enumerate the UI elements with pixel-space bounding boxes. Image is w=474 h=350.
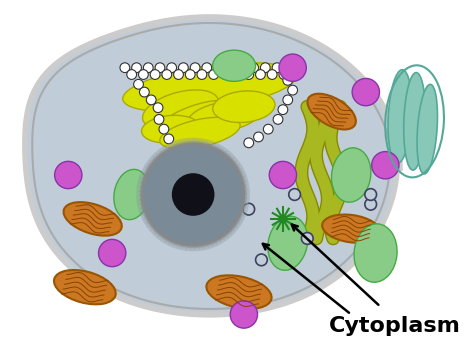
Ellipse shape: [142, 115, 200, 143]
Circle shape: [163, 194, 174, 205]
Circle shape: [139, 87, 149, 97]
Ellipse shape: [123, 63, 297, 112]
Circle shape: [127, 70, 137, 79]
Ellipse shape: [143, 90, 219, 130]
Ellipse shape: [213, 50, 255, 81]
Circle shape: [120, 63, 130, 72]
Circle shape: [283, 95, 292, 105]
Circle shape: [179, 63, 188, 72]
Circle shape: [154, 114, 164, 124]
Circle shape: [279, 54, 306, 81]
Circle shape: [225, 63, 235, 72]
Circle shape: [144, 63, 153, 72]
Ellipse shape: [308, 94, 356, 130]
Circle shape: [352, 78, 380, 106]
Circle shape: [155, 63, 165, 72]
Circle shape: [284, 63, 293, 72]
Circle shape: [153, 162, 165, 174]
Circle shape: [55, 161, 82, 189]
Circle shape: [142, 144, 244, 245]
Ellipse shape: [206, 275, 272, 309]
Circle shape: [232, 70, 242, 79]
Circle shape: [167, 63, 176, 72]
Polygon shape: [25, 17, 400, 315]
Ellipse shape: [154, 100, 237, 142]
Ellipse shape: [268, 216, 308, 270]
Circle shape: [99, 239, 126, 267]
Circle shape: [153, 103, 163, 113]
Ellipse shape: [188, 101, 261, 132]
Ellipse shape: [114, 169, 149, 220]
Circle shape: [244, 70, 254, 79]
Circle shape: [132, 63, 141, 72]
Ellipse shape: [417, 84, 438, 174]
Circle shape: [137, 138, 250, 251]
Circle shape: [190, 63, 200, 72]
Circle shape: [372, 152, 399, 179]
Circle shape: [279, 215, 287, 223]
Circle shape: [249, 63, 258, 72]
Circle shape: [301, 232, 313, 244]
Ellipse shape: [160, 117, 240, 149]
Circle shape: [255, 70, 265, 79]
Ellipse shape: [213, 91, 275, 122]
Circle shape: [289, 189, 301, 200]
Ellipse shape: [388, 70, 412, 163]
Circle shape: [230, 301, 257, 328]
Circle shape: [237, 63, 247, 72]
Circle shape: [269, 161, 297, 189]
Circle shape: [255, 254, 267, 266]
Circle shape: [185, 70, 195, 79]
Circle shape: [202, 63, 212, 72]
Circle shape: [278, 105, 288, 114]
Circle shape: [254, 132, 264, 142]
Circle shape: [288, 85, 298, 95]
Text: Cytoplasm: Cytoplasm: [329, 316, 461, 336]
Circle shape: [214, 63, 223, 72]
Circle shape: [197, 70, 207, 79]
Circle shape: [134, 79, 144, 89]
Ellipse shape: [404, 72, 426, 170]
Ellipse shape: [54, 270, 116, 304]
Circle shape: [162, 70, 172, 79]
Circle shape: [273, 114, 283, 124]
Circle shape: [173, 70, 183, 79]
Circle shape: [279, 70, 289, 79]
Circle shape: [159, 124, 169, 134]
Ellipse shape: [64, 202, 122, 236]
Circle shape: [138, 70, 148, 79]
Circle shape: [150, 70, 160, 79]
Circle shape: [139, 141, 247, 248]
Circle shape: [244, 138, 254, 148]
Circle shape: [220, 70, 230, 79]
Circle shape: [146, 95, 156, 105]
Circle shape: [365, 189, 376, 200]
Circle shape: [172, 173, 214, 216]
Circle shape: [209, 70, 219, 79]
Circle shape: [164, 134, 173, 144]
Circle shape: [365, 198, 376, 210]
Circle shape: [267, 70, 277, 79]
Ellipse shape: [322, 215, 380, 243]
Ellipse shape: [331, 148, 371, 202]
Circle shape: [264, 124, 273, 134]
Circle shape: [272, 63, 282, 72]
Ellipse shape: [354, 224, 397, 282]
Circle shape: [283, 76, 292, 85]
Circle shape: [243, 203, 255, 215]
Circle shape: [260, 63, 270, 72]
